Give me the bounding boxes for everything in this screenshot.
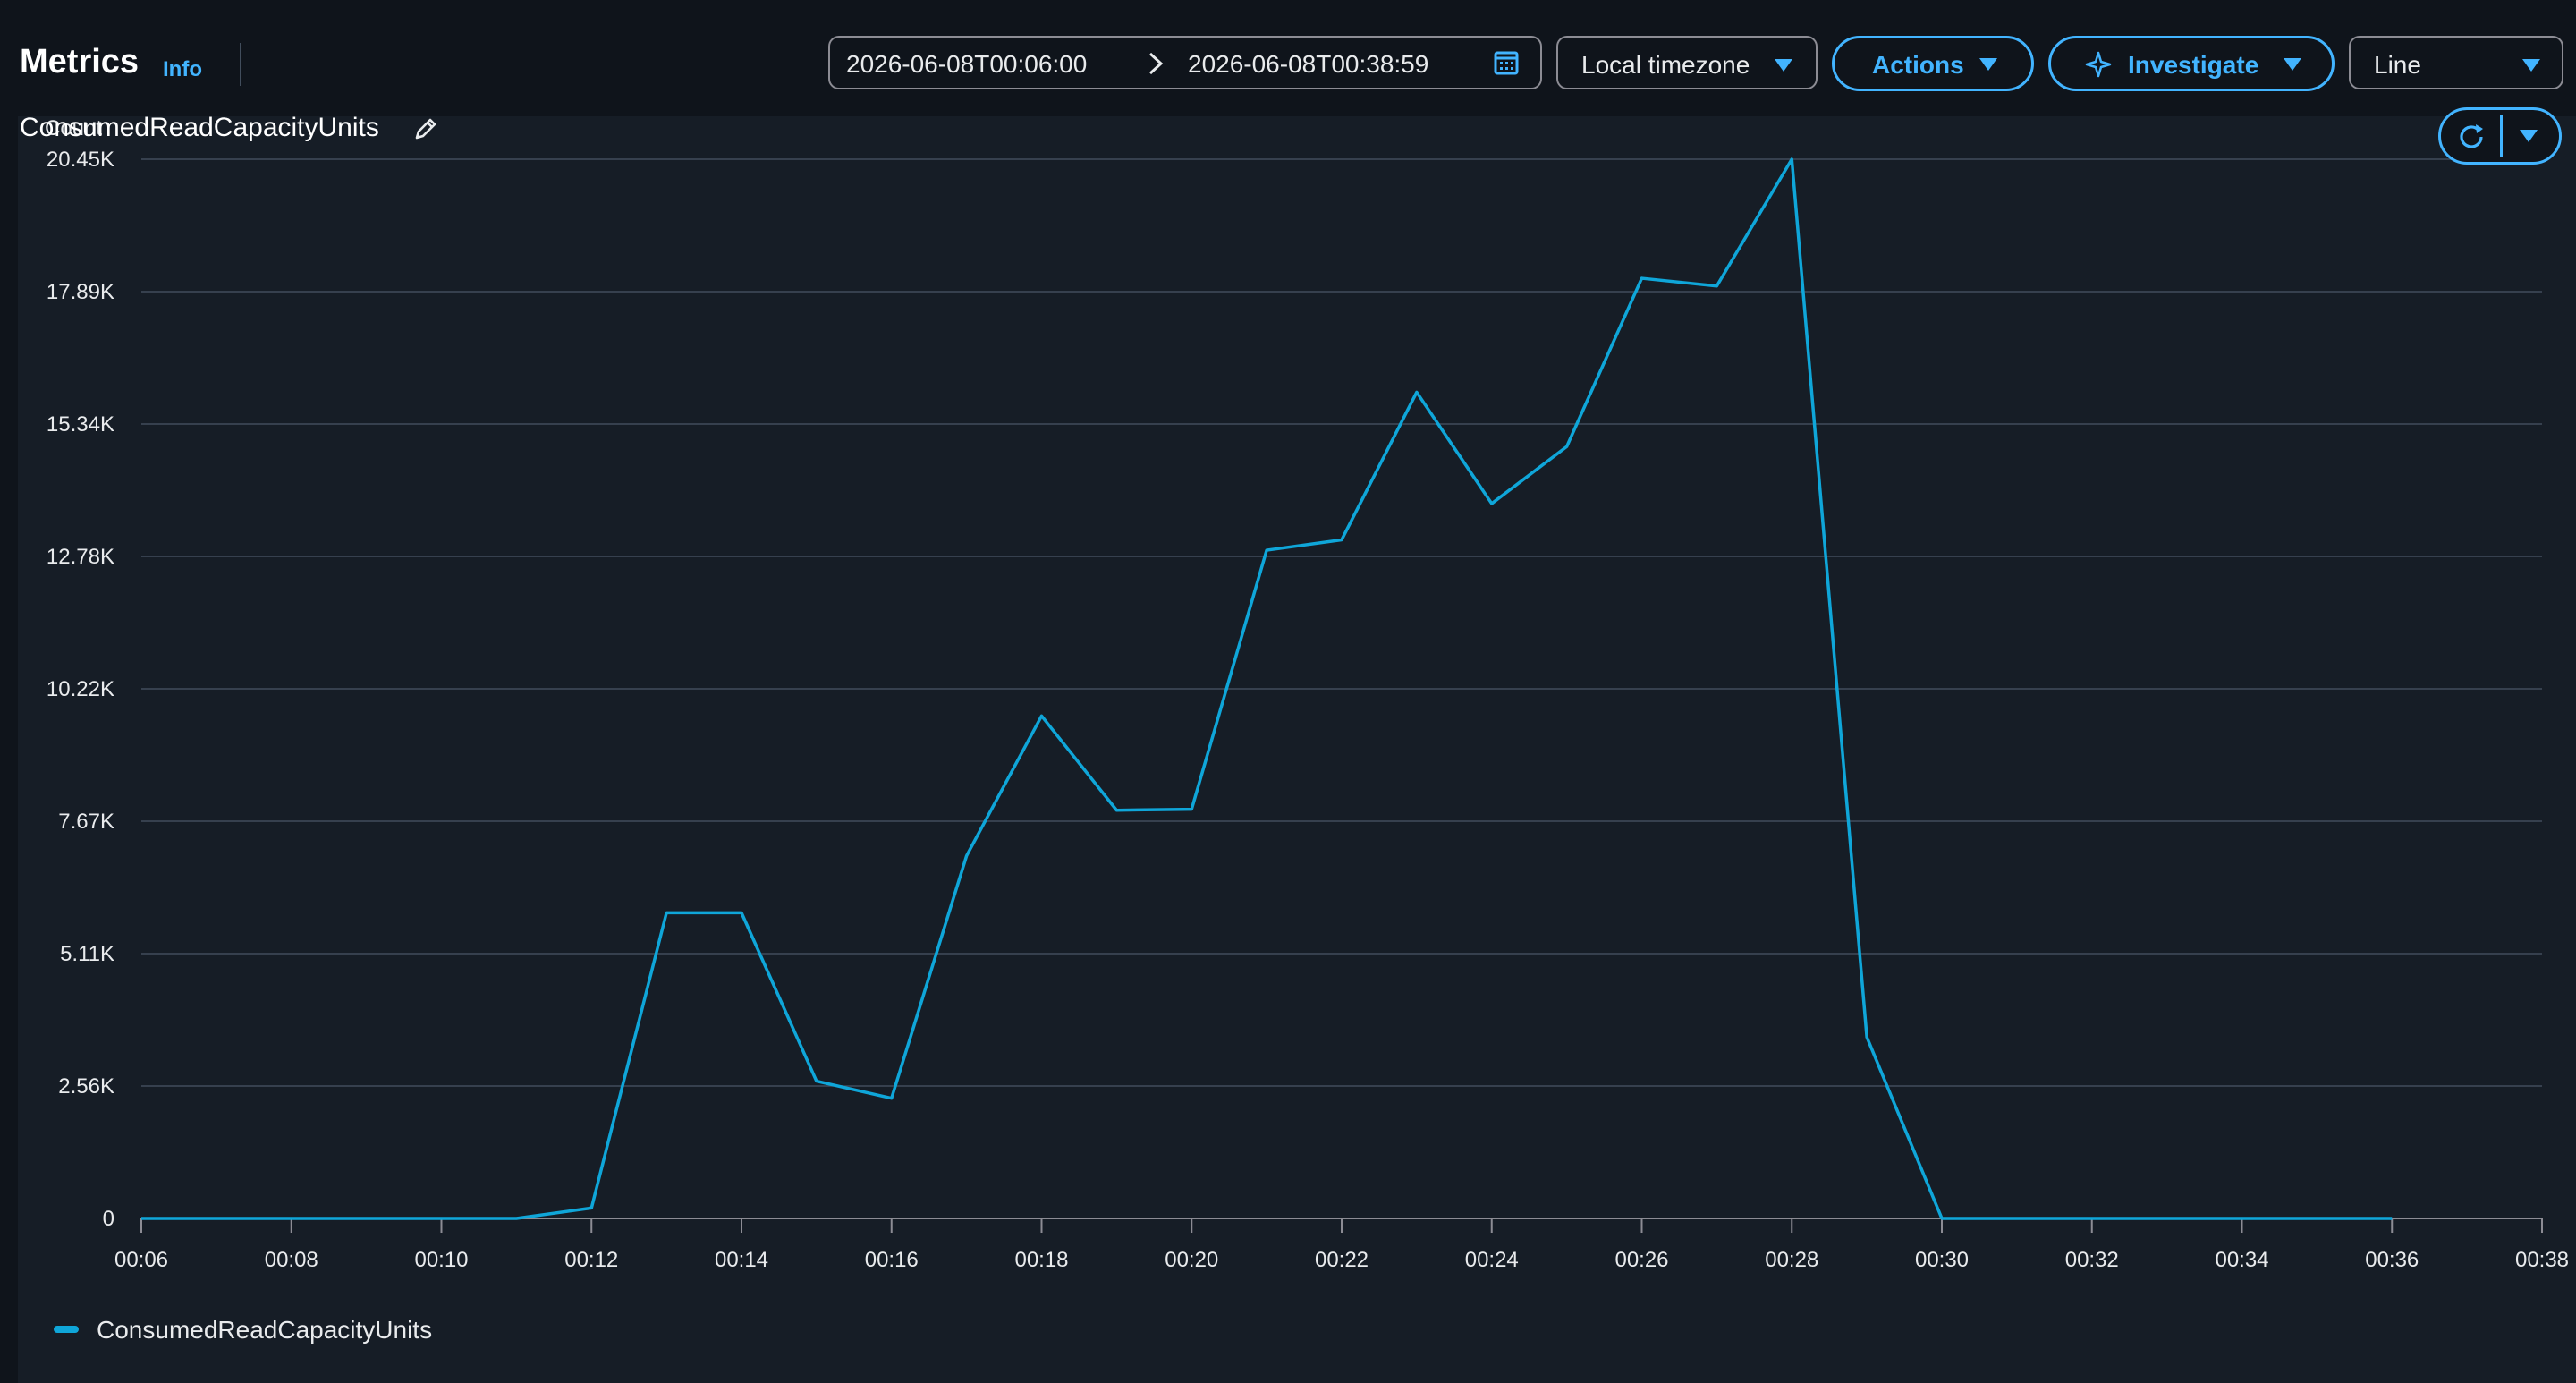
calendar-icon[interactable] [1492, 48, 1521, 77]
range-end-value: 2026-06-08T00:38:59 [1188, 50, 1429, 78]
y-tick-label: 5.11K [60, 942, 114, 966]
investigate-button[interactable]: Investigate [2048, 36, 2334, 91]
caret-down-icon [1979, 58, 1997, 71]
y-tick-label: 2.56K [58, 1074, 114, 1099]
y-tick-label: 12.78K [47, 545, 114, 569]
x-tick-label: 00:38 [2515, 1248, 2569, 1272]
x-tick-label: 00:18 [1014, 1248, 1068, 1272]
x-tick-label: 00:36 [2365, 1248, 2419, 1272]
x-tick-label: 00:26 [1614, 1248, 1668, 1272]
refresh-button-group[interactable] [2438, 107, 2562, 165]
legend-item-label[interactable]: ConsumedReadCapacityUnits [97, 1316, 433, 1344]
header-divider [240, 43, 242, 86]
y-tick-label: 10.22K [47, 677, 114, 701]
x-tick-label: 00:32 [2065, 1248, 2119, 1272]
y-axis-unit: Count [45, 116, 103, 140]
x-tick-label: 00:06 [114, 1248, 168, 1272]
timezone-select-label: Local timezone [1581, 51, 1750, 79]
edit-icon[interactable] [411, 115, 440, 143]
caret-down-icon [2522, 59, 2540, 72]
sparkle-icon [2085, 51, 2112, 78]
x-tick-label: 00:34 [2215, 1248, 2268, 1272]
x-tick-label: 00:28 [1765, 1248, 1818, 1272]
investigate-button-label: Investigate [2128, 51, 2259, 79]
caret-down-icon[interactable] [2518, 128, 2539, 144]
timezone-select[interactable]: Local timezone [1556, 36, 1818, 89]
page-header: Metrics Info 2026-06-08T00:06:00 2026-06… [0, 0, 2576, 116]
graph-title: ConsumedReadCapacityUnits [20, 113, 379, 142]
x-tick-label: 00:14 [715, 1248, 768, 1272]
y-tick-label: 20.45K [47, 148, 114, 172]
actions-button-label: Actions [1872, 51, 1964, 79]
chart-panel [18, 116, 2576, 1383]
x-tick-label: 00:22 [1315, 1248, 1368, 1272]
y-tick-label: 17.89K [47, 280, 114, 304]
range-start-value: 2026-06-08T00:06:00 [846, 50, 1088, 78]
y-tick-label: 0 [103, 1207, 114, 1231]
time-range-picker[interactable]: 2026-06-08T00:06:00 2026-06-08T00:38:59 [828, 36, 1542, 89]
refresh-icon[interactable] [2453, 119, 2489, 155]
refresh-split-divider [2500, 115, 2503, 157]
legend-swatch [54, 1326, 79, 1333]
x-tick-label: 00:20 [1165, 1248, 1218, 1272]
chevron-right-icon [1148, 52, 1164, 75]
page-title: Metrics [20, 43, 140, 81]
x-tick-label: 00:24 [1465, 1248, 1519, 1272]
x-tick-label: 00:08 [265, 1248, 318, 1272]
x-tick-label: 00:30 [1915, 1248, 1969, 1272]
info-link[interactable]: Info [163, 57, 202, 81]
chart-type-select[interactable]: Line [2349, 36, 2563, 89]
caret-down-icon [1775, 59, 1792, 72]
x-tick-label: 00:16 [865, 1248, 919, 1272]
x-tick-label: 00:12 [564, 1248, 618, 1272]
caret-down-icon [2284, 58, 2301, 71]
y-tick-label: 7.67K [58, 810, 114, 834]
y-tick-label: 15.34K [47, 412, 114, 437]
chart-type-select-label: Line [2374, 51, 2421, 79]
actions-button[interactable]: Actions [1832, 36, 2034, 91]
x-tick-label: 00:10 [414, 1248, 468, 1272]
